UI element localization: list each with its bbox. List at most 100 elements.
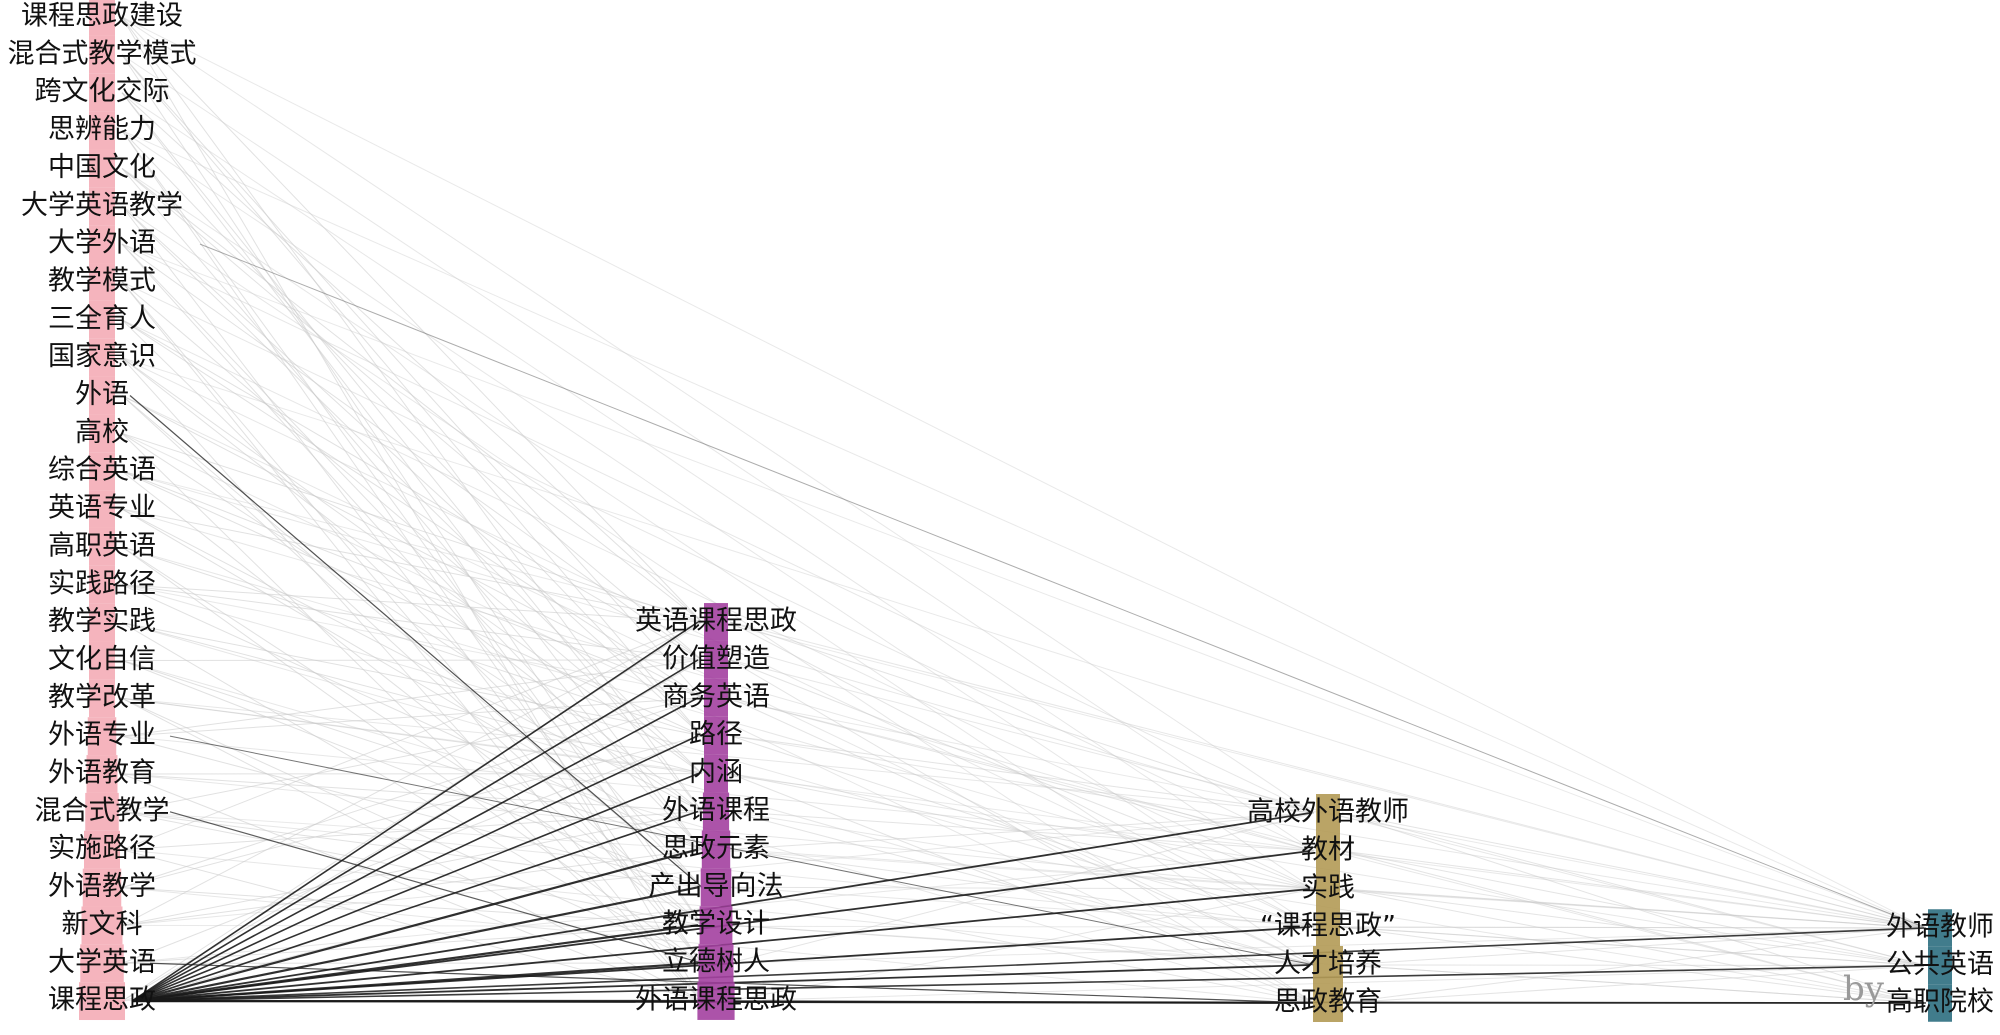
col1-node-bar-0 [89, 0, 115, 36]
faint-link [121, 92, 1315, 890]
col4-node-label: 高职院校 [1886, 987, 1994, 1018]
strong-link [169, 735, 1315, 966]
col1-node-bar-18 [89, 679, 115, 718]
faint-link [121, 659, 703, 661]
faint-link [121, 584, 703, 661]
strong-link [131, 697, 699, 1002]
col2-node-label: 产出导向法 [649, 871, 784, 902]
col1-node-bar-3 [89, 111, 115, 150]
faint-link [729, 621, 1927, 929]
faint-link [121, 16, 703, 623]
strong-link [169, 811, 703, 964]
col2-node-bar-1 [704, 640, 728, 679]
col2-node-label: 路径 [689, 719, 743, 750]
faint-link [121, 621, 703, 926]
faint-link [121, 319, 703, 699]
strong-link [131, 810, 699, 1002]
strong-link [729, 1000, 1315, 1004]
faint-link [1341, 888, 1927, 929]
col1-node-label: 实践路径 [48, 568, 156, 599]
faint-link [121, 621, 703, 851]
col1-node-bar-7 [89, 263, 115, 301]
col3-node-bar-0 [1316, 794, 1340, 832]
strong-link [131, 964, 1925, 1002]
col1-node-bar-6 [89, 225, 115, 264]
col2-node-bar-0 [704, 603, 728, 641]
col1-node-label: 大学英语教学 [21, 190, 183, 221]
faint-link [1341, 965, 1927, 1004]
col1-node-label: 外语教学 [48, 871, 156, 902]
col1-node-bar-19 [87, 717, 117, 756]
faint-link [121, 168, 703, 661]
faint-links [121, 16, 1927, 1004]
faint-link [121, 243, 1315, 814]
faint-link [121, 168, 703, 623]
faint-link [121, 470, 1927, 929]
col3-node-bar-5 [1313, 984, 1343, 1022]
col2-node-label: 英语课程思政 [635, 606, 797, 637]
col1-node-bar-10 [89, 376, 115, 415]
col1-node-label: 高校 [75, 417, 129, 448]
col2-node-bar-3 [704, 716, 728, 755]
col3-node-label: 实践 [1301, 873, 1355, 904]
faint-link [729, 812, 1315, 850]
faint-link [1341, 850, 1927, 929]
col4-node-bar-0 [1928, 909, 1952, 947]
col1-node-label: 教学模式 [48, 265, 156, 296]
faint-link [121, 470, 703, 699]
col1-node-bar-15 [89, 565, 115, 604]
col1-node-label: 高职英语 [48, 530, 156, 561]
col1-node-label: 课程思政 [48, 985, 156, 1016]
faint-link [121, 167, 1315, 966]
col1-node-label: 新文科 [62, 909, 143, 940]
col3-node-label: “课程思政” [1260, 911, 1396, 942]
col1-node-bar-11 [89, 414, 115, 453]
faint-link [121, 357, 1927, 929]
col3-node-bar-3 [1316, 908, 1340, 946]
col1-node-bar-20 [86, 755, 118, 793]
faint-link [1341, 812, 1927, 929]
faint-link [121, 432, 703, 623]
col3-node-label: 教材 [1301, 835, 1355, 866]
col1-node-label: 混合式教学 [35, 795, 170, 826]
faint-link [121, 735, 703, 964]
faint-link [121, 697, 703, 889]
col1-node-bar-4 [89, 149, 115, 188]
faint-link [121, 659, 703, 737]
faint-link [1341, 927, 1927, 966]
strong-link [131, 659, 699, 1002]
col1-node-bar-21 [85, 792, 119, 831]
faint-link [121, 584, 1927, 929]
col1-node-bar-8 [89, 300, 115, 339]
col2-node-bar-8 [699, 906, 733, 945]
faint-link [1341, 927, 1927, 1004]
col1-node-bar-14 [89, 527, 115, 566]
col2-node-label: 外语课程 [662, 795, 770, 826]
strong-link [131, 621, 699, 1002]
faint-link [121, 130, 1315, 928]
faint-link [121, 54, 1315, 852]
strong-link [131, 734, 699, 1002]
col3-node-label: 思政教育 [1274, 987, 1382, 1018]
col3-node-label: 高校外语教师 [1247, 797, 1409, 828]
faint-link [121, 16, 1927, 929]
col3-node-bar-2 [1316, 870, 1340, 908]
col1-node-bar-17 [89, 641, 115, 680]
faint-link [121, 697, 703, 737]
faint-link [121, 887, 703, 926]
col2-node-label: 立德树人 [662, 947, 770, 978]
watermark-text: by [1843, 969, 1885, 1009]
faint-link [121, 621, 703, 1002]
faint-link [121, 508, 703, 623]
col1-node-label: 大学外语 [48, 228, 156, 259]
col3-node-label: 人才培养 [1274, 949, 1382, 980]
col1-node-bar-24 [81, 906, 123, 945]
faint-link [121, 697, 1927, 929]
faint-link [121, 848, 703, 926]
col1-node-bar-9 [89, 338, 115, 377]
col1-node-label: 外语教育 [48, 758, 156, 789]
col4-node-bar-1 [1928, 946, 1952, 985]
col1-node-label: 混合式教学模式 [8, 38, 197, 69]
col4-node-label: 公共英语 [1886, 949, 1994, 980]
